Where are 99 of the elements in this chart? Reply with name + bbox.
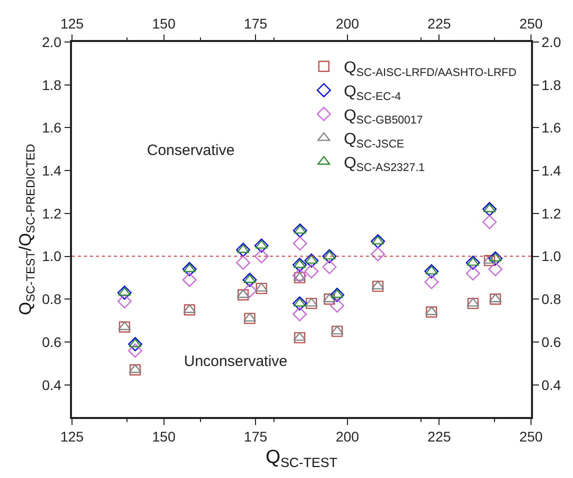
x-tick-label: 175: [244, 16, 268, 32]
point: [426, 306, 438, 318]
x-tick-label: 225: [428, 16, 452, 32]
point: [489, 252, 502, 262]
x-tick-label: 200: [336, 16, 360, 32]
point: [424, 274, 439, 290]
point: [330, 298, 344, 313]
point: [244, 312, 256, 324]
y-tick-label: 1.2: [42, 205, 62, 222]
x-tick-label: 125: [60, 16, 84, 32]
point: [466, 266, 480, 281]
point: [255, 240, 268, 249]
point: [293, 298, 306, 307]
x2-tick-label: 200: [336, 428, 360, 445]
point: [292, 307, 307, 322]
y-tick-label: 0.8: [42, 291, 62, 308]
point: [117, 286, 132, 300]
point: [332, 326, 343, 337]
point: [254, 238, 269, 253]
y2-tick-label: 1.0: [542, 248, 562, 264]
point: [482, 214, 497, 230]
point: [488, 251, 502, 266]
point: [322, 249, 337, 264]
y-tick-label: 0.6: [42, 334, 62, 350]
y-tick-label: 1.4: [42, 162, 62, 178]
point: [488, 262, 502, 276]
point: [370, 247, 385, 262]
point: [305, 254, 318, 264]
y-tick-label: 2.0: [42, 34, 62, 50]
point: [128, 337, 142, 352]
x2-tick-label: 225: [428, 428, 452, 445]
point: [255, 282, 268, 292]
point: [184, 304, 196, 316]
point: [324, 294, 336, 305]
point: [304, 264, 319, 278]
point: [370, 234, 385, 248]
x-axis-title: Q$_{SC-TEST}$: [266, 446, 338, 470]
legend-label: Q$_{SC-AS2327.1}$: [344, 154, 425, 174]
point: [466, 256, 480, 270]
y2-tick-label: 1.2: [542, 205, 562, 222]
legend-label: Q$_{SC-EC-4}$: [344, 83, 402, 103]
x2-tick-label: 175: [244, 428, 268, 445]
legend-label: Q$_{SC-JSCE}$: [344, 131, 404, 150]
point: [330, 288, 344, 302]
y2-tick-label: 0.4: [542, 376, 562, 393]
x2-tick-label: 150: [152, 428, 176, 445]
point: [484, 254, 496, 266]
point: [322, 260, 337, 274]
point: [130, 364, 141, 376]
point: [466, 298, 480, 307]
point: [294, 332, 306, 344]
point: [424, 264, 439, 278]
point: [292, 258, 307, 272]
point: [306, 298, 318, 310]
point: [236, 256, 250, 270]
y-tick-label: 1.8: [42, 76, 62, 93]
point: [483, 254, 496, 264]
x2-tick-label: 250: [519, 428, 543, 445]
point: [236, 242, 250, 257]
annotation: Unconservative: [184, 353, 288, 370]
point: [304, 253, 319, 268]
point: [425, 306, 438, 316]
point: [242, 272, 257, 287]
y2-tick-label: 0.6: [542, 334, 562, 350]
point: [482, 202, 497, 216]
point: [292, 236, 308, 251]
y2-tick-label: 1.8: [542, 76, 562, 93]
point: [490, 294, 501, 305]
legend-label: Q$_{SC-AISC-LRFD/AASHTO-LRFD}$: [344, 60, 516, 79]
point: [372, 280, 384, 292]
point: [118, 321, 130, 333]
point: [467, 298, 479, 310]
point: [242, 283, 257, 298]
point: [118, 321, 131, 330]
x-tick-label: 250: [519, 16, 543, 32]
point: [128, 343, 142, 358]
point: [256, 282, 268, 294]
point: [117, 294, 132, 308]
point: [182, 272, 197, 287]
point: [238, 289, 249, 300]
point: [292, 296, 307, 311]
point: [243, 312, 256, 322]
point: [292, 268, 307, 283]
annotation: Conservative: [147, 142, 235, 159]
y2-tick-label: 1.4: [542, 162, 562, 178]
point: [182, 262, 197, 276]
y2-tick-label: 2.0: [542, 34, 562, 50]
point: [292, 223, 308, 238]
legend-label: Q$_{SC-GB50017}$: [344, 107, 423, 127]
y-tick-label: 1.6: [42, 120, 62, 136]
y-tick-label: 0.4: [42, 376, 62, 393]
y2-tick-label: 1.6: [542, 120, 562, 136]
point: [254, 249, 269, 264]
y2-tick-label: 0.8: [542, 291, 562, 308]
x2-tick-label: 125: [60, 428, 84, 445]
point: [305, 298, 318, 307]
y-tick-label: 1.0: [42, 248, 62, 264]
point: [294, 224, 306, 234]
x-tick-label: 150: [152, 16, 176, 32]
